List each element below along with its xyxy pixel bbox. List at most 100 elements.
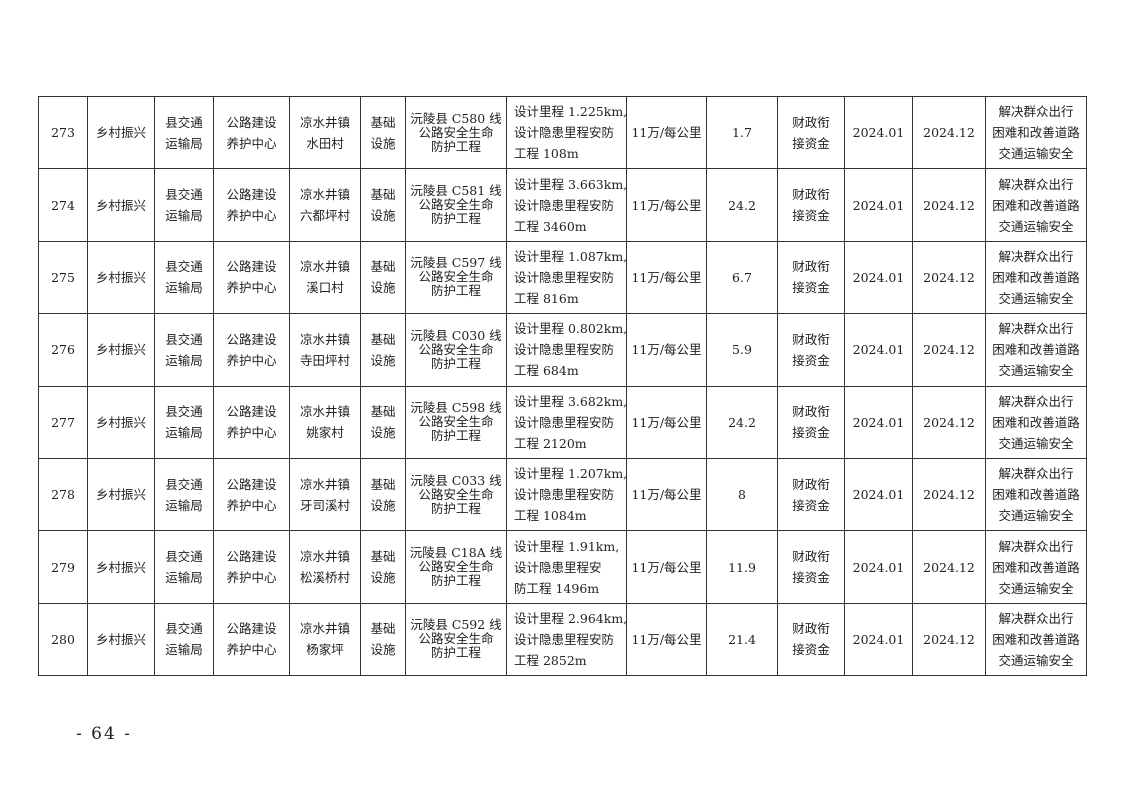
cell-unit-line: 公路建设: [226, 549, 277, 565]
cell-location-line: 水田村: [306, 135, 344, 151]
cell-department-line: 运输局: [165, 208, 203, 224]
cell-type-line: 基础: [370, 476, 396, 492]
table-row: 273 乡村振兴 县交通 运输局 公路建设 养护中心 凉水井镇 水田村 基础 设施 沅陵县 C580…: [38, 95, 1087, 170]
cell-category: 乡村振兴: [87, 385, 155, 459]
cell-department-line: 县交通: [165, 331, 203, 347]
cell-unit: 公路建设 养护中心: [213, 457, 290, 532]
cell-content-line: 工程 2852m: [514, 652, 587, 668]
cell-purpose-line: 解决群众出行: [998, 610, 1074, 626]
cell-location: 凉水井镇 松溪桥村: [289, 530, 361, 604]
cell-unit: 公路建设 养护中心: [213, 240, 290, 315]
cell-fund-source: 财政衔 接资金: [777, 602, 845, 677]
cell-amount: 1.7: [706, 95, 778, 170]
cell-project-line: 沅陵县 C592 线: [410, 617, 502, 633]
cell-category: 乡村振兴: [87, 457, 155, 532]
cell-start-date: 2024.01: [844, 457, 913, 532]
cell-fund-source-line: 接资金: [792, 642, 830, 658]
cell-end-date: 2024.12: [912, 385, 986, 459]
cell-end-date: 2024.12: [912, 313, 986, 387]
cell-content: 设计里程 0.802km, 设计隐患里程安防 工程 684m: [506, 313, 627, 387]
cell-type: 基础 设施: [360, 602, 406, 677]
cell-unit: 公路建设 养护中心: [213, 168, 290, 242]
cell-location-line: 杨家坪: [306, 642, 344, 658]
cell-department-line: 运输局: [165, 497, 203, 513]
cell-purpose-line: 解决群众出行: [998, 466, 1074, 482]
cell-number: 276: [38, 313, 88, 387]
cell-type-line: 基础: [370, 114, 396, 130]
cell-department: 县交通 运输局: [154, 602, 214, 677]
cell-project: 沅陵县 C581 线公路安全生命 防护工程: [405, 168, 507, 242]
cell-unit: 公路建设 养护中心: [213, 95, 290, 170]
cell-department-line: 县交通: [165, 187, 203, 203]
cell-number: 278: [38, 457, 88, 532]
cell-unit-line: 养护中心: [226, 280, 277, 296]
cell-project: 沅陵县 C18A 线公路安全生命 防护工程: [405, 530, 507, 604]
cell-content-line: 工程 684m: [514, 363, 579, 379]
cell-unit-line: 公路建设: [226, 187, 277, 203]
cell-unit-line: 养护中心: [226, 570, 277, 586]
cell-department: 县交通 运输局: [154, 313, 214, 387]
cell-content-line: 设计隐患里程安防: [514, 269, 615, 285]
cell-project-line: 公路安全生命: [418, 341, 494, 357]
cell-purpose-line: 困难和改善道路: [992, 269, 1080, 285]
cell-unit-line: 公路建设: [226, 114, 277, 130]
cell-type: 基础 设施: [360, 530, 406, 604]
cell-unit-line: 养护中心: [226, 352, 277, 368]
cell-fund-source-line: 接资金: [792, 425, 830, 441]
cell-type: 基础 设施: [360, 240, 406, 315]
cell-type-line: 基础: [370, 331, 396, 347]
cell-category: 乡村振兴: [87, 168, 155, 242]
cell-project-line: 沅陵县 C581 线: [410, 183, 502, 199]
table-row: 280 乡村振兴 县交通 运输局 公路建设 养护中心 凉水井镇 杨家坪 基础 设施 沅陵县 C592…: [38, 602, 1087, 677]
cell-project: 沅陵县 C592 线公路安全生命 防护工程: [405, 602, 507, 677]
cell-content-line: 设计里程 1.087km,: [514, 248, 628, 264]
cell-category: 乡村振兴: [87, 530, 155, 604]
cell-standard: 11万/每公里: [626, 385, 707, 459]
cell-content-line: 设计里程 3.663km,: [514, 176, 628, 192]
cell-project-line: 公路安全生命: [418, 124, 494, 140]
cell-department-line: 运输局: [165, 135, 203, 151]
cell-type-line: 设施: [370, 208, 396, 224]
cell-content: 设计里程 2.964km, 设计隐患里程安防 工程 2852m: [506, 602, 628, 677]
table-row: 278 乡村振兴 县交通 运输局 公路建设 养护中心 凉水井镇 牙司溪村 基础 设施 沅陵县 C03…: [38, 457, 1087, 532]
cell-standard: 11万/每公里: [626, 530, 707, 604]
cell-type-line: 设施: [370, 280, 396, 296]
cell-department-line: 运输局: [165, 280, 203, 296]
cell-purpose-line: 困难和改善道路: [992, 414, 1080, 430]
cell-category: 乡村振兴: [87, 95, 155, 170]
cell-content: 设计里程 1.91km, 设计隐患里程安 防工程 1496m: [506, 530, 627, 604]
cell-fund-source-line: 接资金: [792, 280, 830, 296]
cell-purpose-line: 交通运输安全: [998, 508, 1074, 524]
cell-fund-source-line: 接资金: [792, 352, 830, 368]
cell-purpose-line: 解决群众出行: [998, 104, 1074, 120]
table-body: 273 乡村振兴 县交通 运输局 公路建设 养护中心 凉水井镇 水田村 基础 设施 沅陵县 C580…: [38, 95, 1087, 677]
cell-purpose-line: 交通运输安全: [998, 580, 1074, 596]
cell-content-line: 防工程 1496m: [514, 580, 600, 596]
cell-content-line: 设计里程 1.207km,: [514, 466, 628, 482]
cell-fund-source-line: 财政衔: [792, 621, 830, 637]
cell-content-line: 设计隐患里程安防: [514, 487, 615, 503]
cell-project-line: 防护工程: [430, 573, 481, 589]
cell-purpose-line: 解决群众出行: [998, 393, 1074, 409]
cell-number: 280: [38, 602, 88, 677]
cell-project-line: 公路安全生命: [418, 197, 494, 213]
cell-project-line: 防护工程: [430, 283, 481, 299]
cell-category: 乡村振兴: [87, 313, 155, 387]
cell-fund-source-line: 接资金: [792, 570, 830, 586]
cell-location: 凉水井镇 杨家坪: [289, 602, 361, 677]
cell-fund-source-line: 财政衔: [792, 187, 830, 203]
cell-amount: 6.7: [706, 240, 778, 315]
cell-content-line: 工程 816m: [514, 290, 579, 306]
cell-project-line: 公路安全生命: [418, 559, 494, 575]
cell-unit: 公路建设 养护中心: [213, 313, 290, 387]
cell-project-line: 公路安全生命: [418, 269, 494, 285]
cell-content-line: 设计隐患里程安防: [514, 125, 615, 141]
cell-number: 274: [38, 168, 88, 242]
cell-purpose-line: 困难和改善道路: [992, 487, 1080, 503]
cell-type-line: 设施: [370, 352, 396, 368]
cell-fund-source-line: 接资金: [792, 135, 830, 151]
cell-content-line: 设计里程 2.964km,: [514, 610, 628, 626]
cell-unit-line: 公路建设: [226, 331, 277, 347]
cell-project-line: 沅陵县 C580 线: [410, 110, 502, 126]
cell-unit: 公路建设 养护中心: [213, 385, 290, 459]
